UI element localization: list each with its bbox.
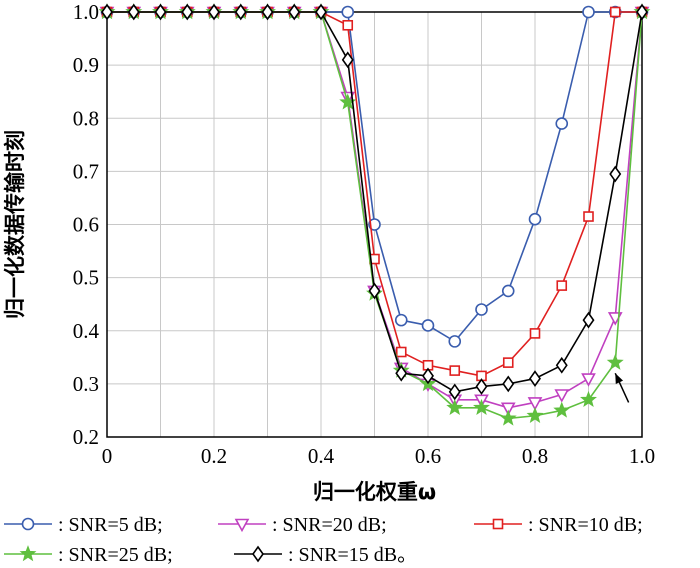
data-point xyxy=(555,117,569,130)
legend-marker xyxy=(252,545,264,563)
y-axis-title: 归一化数据传输时刻 xyxy=(3,130,27,319)
y-tick-label: 0.7 xyxy=(73,159,99,183)
data-point xyxy=(315,3,327,21)
data-point xyxy=(449,365,461,376)
data-point xyxy=(394,313,408,327)
data-point xyxy=(448,383,461,401)
data-point xyxy=(609,165,622,183)
data-point xyxy=(582,311,595,329)
legend-item-3: : SNR=10 dB; xyxy=(474,514,643,536)
data-point xyxy=(288,3,301,21)
data-point xyxy=(341,5,355,19)
data-point xyxy=(527,397,543,411)
data-point xyxy=(234,3,247,21)
data-point xyxy=(582,5,595,19)
legend-item-5: : SNR=15 dB。 xyxy=(234,544,417,566)
data-point xyxy=(368,282,381,300)
data-point xyxy=(529,370,541,387)
annotation-arrow-head xyxy=(615,373,624,385)
data-point xyxy=(609,6,621,18)
data-point xyxy=(553,401,571,418)
data-point xyxy=(501,284,515,298)
data-point xyxy=(208,3,220,21)
data-point xyxy=(448,335,462,348)
x-axis-title: 归一化权重ω xyxy=(313,480,436,504)
y-tick-label: 1.0 xyxy=(73,0,99,24)
data-point xyxy=(368,218,381,231)
data-point xyxy=(500,402,516,416)
data-point xyxy=(395,346,407,358)
series-layer xyxy=(98,3,651,426)
x-tick-label: 0.2 xyxy=(201,444,227,468)
x-tick-label: 1.0 xyxy=(629,444,655,468)
data-point xyxy=(395,364,408,382)
data-point xyxy=(261,3,274,21)
data-point xyxy=(556,280,568,291)
legend-label: : SNR=10 dB; xyxy=(528,514,643,536)
series-5 xyxy=(101,3,648,401)
x-tick-label: 0.4 xyxy=(308,444,335,468)
y-tick-label: 0.8 xyxy=(73,106,99,130)
y-tick-label: 0.5 xyxy=(73,266,99,290)
legend-item-1: : SNR=5 dB; xyxy=(4,514,163,536)
data-point xyxy=(475,303,488,316)
legend-label: : SNR=5 dB; xyxy=(58,514,163,536)
legend-item-4: : SNR=25 dB; xyxy=(4,544,173,566)
legend-marker xyxy=(492,518,504,530)
x-tick-label: 0 xyxy=(102,444,113,468)
legend-marker xyxy=(234,518,250,533)
data-point xyxy=(502,357,514,368)
data-point xyxy=(583,211,594,222)
data-point xyxy=(473,398,490,415)
data-point xyxy=(127,3,140,21)
x-tick-label: 0.6 xyxy=(415,444,441,468)
plot-frame xyxy=(106,11,643,438)
data-point xyxy=(475,378,488,395)
x-tick-label: 0.8 xyxy=(522,444,548,468)
legend-marker xyxy=(21,517,35,531)
y-tick-label: 0.2 xyxy=(73,425,99,449)
legend-marker xyxy=(19,545,37,562)
data-point xyxy=(154,3,167,21)
data-point xyxy=(606,353,624,370)
data-point xyxy=(529,328,541,339)
data-point xyxy=(580,390,597,408)
y-tick-label: 0.9 xyxy=(73,53,99,77)
data-point xyxy=(555,356,568,374)
data-point xyxy=(526,406,544,423)
data-point xyxy=(554,389,570,403)
legend-item-2: : SNR=20 dB; xyxy=(218,514,387,536)
data-point xyxy=(101,3,113,21)
legend-label: : SNR=25 dB; xyxy=(58,544,173,566)
legend-label: : SNR=15 dB。 xyxy=(288,544,417,566)
data-point xyxy=(528,212,542,226)
data-point xyxy=(422,367,434,385)
y-tick-label: 0.3 xyxy=(73,372,99,396)
data-point xyxy=(181,3,194,21)
data-point xyxy=(581,373,596,387)
data-point xyxy=(342,19,354,31)
data-point xyxy=(499,409,517,426)
tick-labels: 0 0.2 0.4 0.6 0.8 1.00.20.30.40.50.60.70.80.9… xyxy=(73,0,655,468)
data-point xyxy=(421,319,435,332)
data-point xyxy=(446,398,464,415)
legend: : SNR=5 dB; : SNR=20 dB; : SNR=10 dB; : SNR… xyxy=(4,514,643,566)
legend-label: : SNR=20 dB; xyxy=(272,514,387,536)
data-point xyxy=(502,375,515,393)
y-tick-label: 0.6 xyxy=(73,213,99,237)
data-point xyxy=(341,51,354,69)
data-point xyxy=(636,3,648,21)
y-tick-label: 0.4 xyxy=(73,319,100,343)
